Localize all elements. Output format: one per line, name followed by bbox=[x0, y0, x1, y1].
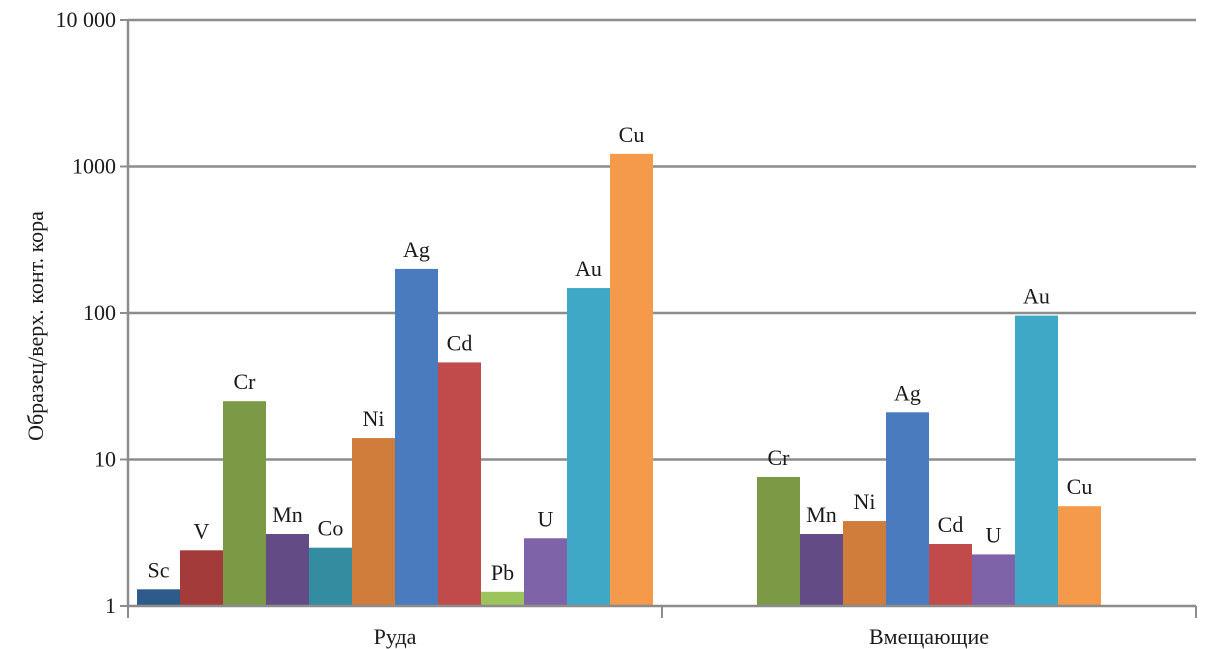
bar-label: U bbox=[538, 506, 554, 531]
bar-label: Ni bbox=[854, 489, 876, 514]
bar-v bbox=[180, 550, 223, 606]
bar-cu bbox=[1058, 506, 1101, 606]
bar-sc bbox=[137, 589, 180, 606]
bar-cu bbox=[610, 153, 653, 607]
bar-label: Co bbox=[318, 516, 344, 541]
bar-label: Ag bbox=[403, 237, 430, 262]
bar-labels: Sc V Cr Mn Co Ni Ag Cd Pb U Au Cu Cr Mn Ni Ag Cd U Au Cu bbox=[148, 122, 1093, 585]
bar-label: Mn bbox=[272, 502, 303, 527]
bar-label: Au bbox=[575, 256, 602, 281]
bar-label: Ni bbox=[363, 406, 385, 431]
y-tick-label: 10 000 bbox=[56, 7, 117, 32]
bar-ni bbox=[843, 521, 886, 606]
bar-label: Cd bbox=[938, 512, 964, 537]
y-tick-label: 1000 bbox=[72, 154, 116, 179]
bar-co bbox=[309, 547, 352, 606]
category-label: Вмещающие bbox=[869, 624, 989, 649]
bar-cd bbox=[438, 362, 481, 606]
bar-label: Cr bbox=[234, 369, 257, 394]
bar-mn bbox=[800, 534, 843, 606]
bar-mn bbox=[266, 534, 309, 606]
category-label: Руда bbox=[374, 624, 417, 649]
bar-cr bbox=[223, 401, 266, 606]
bar-label: Cu bbox=[619, 122, 645, 147]
bar-label: Ag bbox=[894, 380, 921, 405]
bar-ag bbox=[886, 412, 929, 606]
y-axis-title: Образец/верх. конт. кора bbox=[23, 211, 48, 441]
bar-label: Pb bbox=[491, 560, 514, 585]
bar-label: V bbox=[194, 518, 210, 543]
bar-label: Sc bbox=[148, 557, 170, 582]
bar-ni bbox=[352, 438, 395, 606]
bar-label: Au bbox=[1023, 284, 1050, 309]
y-tick-label: 100 bbox=[83, 300, 116, 325]
y-tick-label: 1 bbox=[105, 593, 116, 618]
bar-label: U bbox=[986, 522, 1002, 547]
bar-label: Mn bbox=[806, 502, 837, 527]
bar-cd bbox=[929, 543, 972, 606]
y-tick-label: 10 bbox=[94, 447, 116, 472]
bar-cr bbox=[757, 476, 800, 606]
bar-label: Cr bbox=[768, 445, 791, 470]
bar-label: Cd bbox=[447, 330, 473, 355]
bar-pb bbox=[481, 591, 524, 606]
bar-au bbox=[567, 288, 610, 606]
bar-label: Cu bbox=[1067, 474, 1093, 499]
bar-u bbox=[972, 554, 1015, 606]
bar-au bbox=[1015, 315, 1058, 606]
axes: 1 10 100 1000 10 000 Руда Вмещающие bbox=[56, 7, 1197, 649]
bars bbox=[137, 153, 1101, 607]
bar-ag bbox=[395, 268, 438, 606]
bar-u bbox=[524, 538, 567, 606]
